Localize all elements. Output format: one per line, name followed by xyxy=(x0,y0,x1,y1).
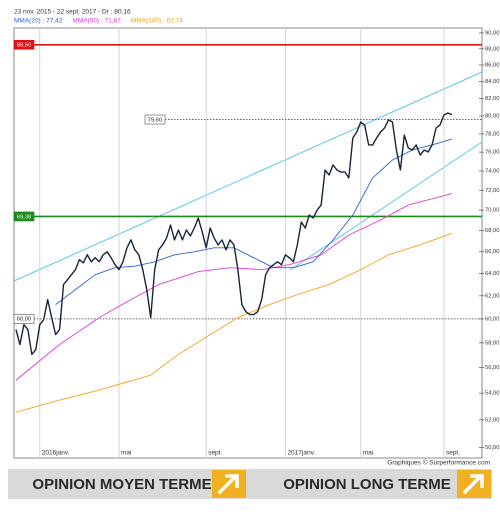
arrow-icon xyxy=(217,473,239,495)
x-tick-label: 2017janv. xyxy=(287,450,315,457)
y-tick-label: 70,00 xyxy=(485,208,500,214)
level-label: 69,38 xyxy=(17,214,32,220)
trend-line xyxy=(13,71,483,282)
x-tick-label: sept. xyxy=(446,450,460,457)
level-label: 60,00 xyxy=(17,317,32,323)
y-tick-label: 86,00 xyxy=(485,63,500,69)
y-tick-label: 82,00 xyxy=(485,96,500,102)
y-tick-label: 54,00 xyxy=(485,391,500,397)
y-tick-label: 60,00 xyxy=(485,316,500,322)
x-tick-label: 2016janv. xyxy=(42,450,70,457)
y-tick-label: 90,00 xyxy=(485,30,500,36)
legend-entry: MMA(20) : 77,42 xyxy=(14,18,63,25)
y-tick-label: 80,00 xyxy=(485,114,500,120)
y-tick-label: 58,00 xyxy=(485,340,500,346)
level-label: 88,50 xyxy=(17,43,32,49)
arrow-icon xyxy=(462,473,484,495)
moving-average-line xyxy=(15,232,453,413)
y-tick-label: 52,00 xyxy=(485,417,500,423)
opinion-label: OPINION LONG TERME xyxy=(283,476,451,493)
y-tick-label: 68,00 xyxy=(485,228,500,234)
x-tick-label: mai xyxy=(363,450,373,457)
moving-average-line xyxy=(15,193,452,381)
legend-entry: MMA(50) : 71,67 xyxy=(72,18,121,25)
opinion-bar xyxy=(8,469,492,499)
x-tick-label: sept. xyxy=(208,450,222,457)
y-tick-label: 78,00 xyxy=(485,131,500,137)
y-tick-label: 88,00 xyxy=(485,46,500,52)
trend-line xyxy=(289,141,483,271)
price-line xyxy=(15,112,453,356)
opinion-label: OPINION MOYEN TERME xyxy=(32,476,211,493)
chart-subtitle: 23 nov. 2015 - 22 sept. 2017 - Dr : 80,1… xyxy=(14,9,131,16)
footer: Graphiques © Surperformance.com xyxy=(387,459,490,467)
y-tick-label: 74,00 xyxy=(485,169,500,175)
plot-frame xyxy=(13,27,483,459)
level-label-box xyxy=(13,211,35,222)
level-label-box xyxy=(13,314,35,324)
level-label-box xyxy=(144,114,166,125)
level-label-box xyxy=(13,39,35,50)
y-tick-label: 72,00 xyxy=(485,188,500,194)
y-tick-label: 50,00 xyxy=(485,445,500,451)
y-tick-label: 56,00 xyxy=(485,365,500,371)
opinion-button[interactable] xyxy=(212,470,246,498)
opinion-button[interactable] xyxy=(457,470,491,498)
y-tick-label: 76,00 xyxy=(485,150,500,156)
legend-entry: MMA(100) : 67,74 xyxy=(131,18,183,25)
level-label: 79,60 xyxy=(148,117,163,123)
y-tick-label: 84,00 xyxy=(485,79,500,85)
moving-average-line xyxy=(55,138,453,305)
y-tick-label: 62,00 xyxy=(485,293,500,299)
y-tick-label: 64,00 xyxy=(485,271,500,277)
x-tick-label: mai xyxy=(121,450,131,457)
y-tick-label: 66,00 xyxy=(485,249,500,255)
